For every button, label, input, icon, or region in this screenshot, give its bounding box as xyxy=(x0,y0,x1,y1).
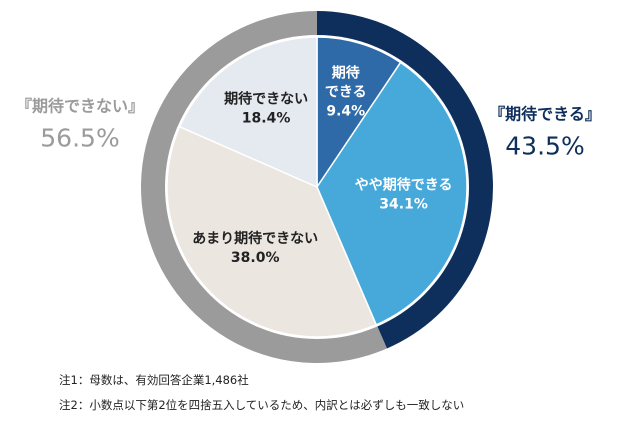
slice-name-label: あまり期待できない xyxy=(192,230,318,247)
pie-slice-3 xyxy=(166,125,378,338)
pie-slice-2 xyxy=(316,61,468,326)
slice-name-label: 期待できない xyxy=(224,91,308,108)
group-label: 『期待できる』 xyxy=(489,105,601,124)
slice-name-label: やや期待できる xyxy=(355,177,453,194)
slice-value-label: 38.0% xyxy=(231,250,280,266)
slice-value-label: 34.1% xyxy=(379,197,428,213)
slice-name-label: できる xyxy=(325,84,367,100)
slice-value-label: 9.4% xyxy=(326,103,365,119)
pie-slice-1 xyxy=(316,36,402,190)
note-2: 注2：小数点以下第2位を四捨五入しているため、内訳とは必ずしも一致しない xyxy=(59,398,465,412)
group-value-label: 43.5% xyxy=(505,132,584,161)
slice-value-label: 18.4% xyxy=(242,111,291,127)
note-1: 注1：母数は、有効回答企業1,486社 xyxy=(59,373,249,387)
slice-name-label: 期待 xyxy=(332,64,360,81)
group-label: 『期待できない』 xyxy=(16,97,144,116)
group-value-label: 56.5% xyxy=(40,124,119,153)
pie-slice-4 xyxy=(178,36,318,189)
